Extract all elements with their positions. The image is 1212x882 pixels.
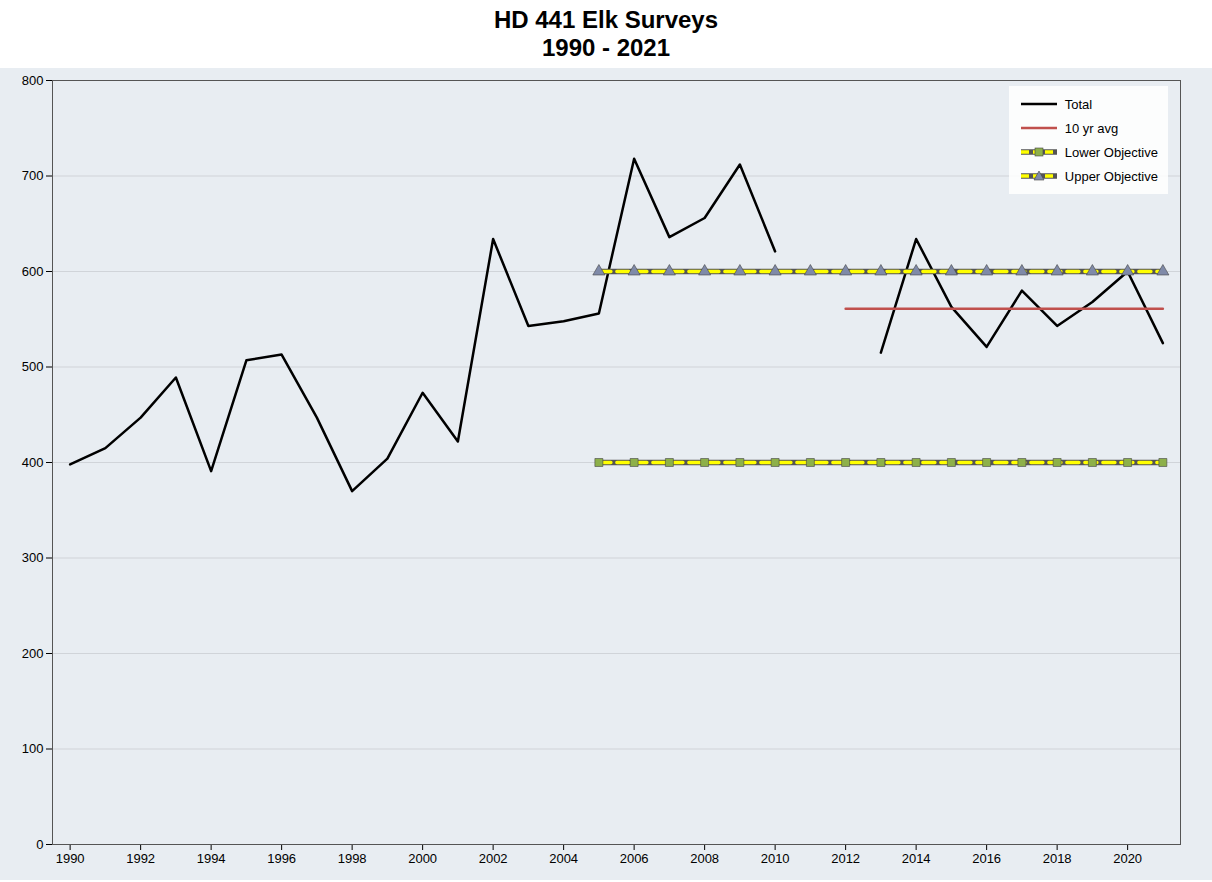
svg-text:2010: 2010 (761, 851, 790, 866)
html-text:Total: Total (1064, 96, 1093, 112)
svg-text:0: 0 (36, 837, 43, 852)
html-text:10 yr avg: 10 yr avg (1064, 120, 1119, 136)
svg-text:1990: 1990 (56, 851, 85, 866)
svg-text:1998: 1998 (338, 851, 367, 866)
svg-text:2020: 2020 (1113, 851, 1142, 866)
svg-text:400: 400 (22, 455, 44, 470)
svg-text:2014: 2014 (902, 851, 931, 866)
html-text:HD 441 Elk Surveys: HD 441 Elk Surveys (493, 6, 719, 33)
svg-text:1996: 1996 (267, 851, 296, 866)
svg-text:2002: 2002 (479, 851, 508, 866)
svg-text:800: 800 (22, 73, 44, 88)
svg-text:2016: 2016 (972, 851, 1001, 866)
svg-text:600: 600 (22, 264, 44, 279)
svg-text:2008: 2008 (690, 851, 719, 866)
html-text:Upper Objective: Upper Objective (1064, 168, 1158, 184)
html-text:1990 - 2021: 1990 - 2021 (541, 34, 670, 61)
svg-text:700: 700 (22, 168, 44, 183)
svg-text:100: 100 (22, 741, 44, 756)
svg-text:2006: 2006 (620, 851, 649, 866)
html-text:Lower Objective: Lower Objective (1064, 144, 1158, 160)
svg-text:2012: 2012 (831, 851, 860, 866)
svg-text:2004: 2004 (549, 851, 578, 866)
svg-text:300: 300 (22, 550, 44, 565)
svg-text:2018: 2018 (1043, 851, 1072, 866)
svg-text:200: 200 (22, 646, 44, 661)
svg-text:2000: 2000 (408, 851, 437, 866)
svg-text:1992: 1992 (126, 851, 155, 866)
svg-text:500: 500 (22, 359, 44, 374)
svg-text:1994: 1994 (197, 851, 226, 866)
